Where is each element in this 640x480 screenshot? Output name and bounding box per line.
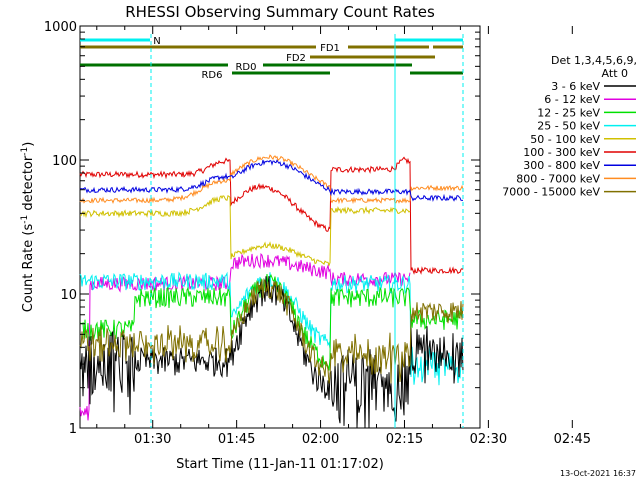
trace-100-300kev <box>79 156 464 275</box>
trace-12-25kev <box>79 274 464 371</box>
legend-label: 25 - 50 keV <box>537 120 600 133</box>
y-tick-label: 1 <box>69 422 77 437</box>
x-tick-label: 02:45 <box>554 432 591 447</box>
legend-label: 12 - 25 keV <box>537 106 600 119</box>
x-tick-label: 01:45 <box>218 432 255 447</box>
trace-7000-15000kev <box>79 277 464 384</box>
y-tick-label: 100 <box>52 154 77 169</box>
legend-label: 300 - 800 keV <box>523 159 600 172</box>
trace-300-800kev <box>79 159 463 203</box>
footer-date: 13-Oct-2021 16:37 <box>560 469 636 478</box>
x-tick-label: 01:30 <box>134 432 171 447</box>
x-tick-label: 02:15 <box>386 432 423 447</box>
legend-header-1: Det 1,3,4,5,6,9, <box>551 54 637 67</box>
trace-25-50kev <box>79 271 464 386</box>
flag-label: N <box>153 36 160 47</box>
legend-label: 800 - 7000 keV <box>516 172 600 185</box>
legend-label: 3 - 6 keV <box>551 80 600 93</box>
x-tick-label: 02:30 <box>470 432 507 447</box>
flag-bars: N FD1 FD2 RD0 RD6 <box>80 36 463 81</box>
plot-frame <box>79 25 481 429</box>
y-tick-label: 10 <box>60 288 77 303</box>
legend-header-2: Att 0 <box>602 67 628 80</box>
legend-label: 6 - 12 keV <box>544 93 600 106</box>
trace-50-100kev <box>79 195 411 267</box>
y-axis-label: Count Rate (s-1 detector-1) <box>20 142 36 313</box>
x-axis-label: Start Time (11-Jan-11 01:17:02) <box>176 457 384 472</box>
flag-label: RD0 <box>235 62 256 73</box>
flag-label: RD6 <box>201 70 222 81</box>
legend-label: 7000 - 15000 keV <box>502 186 600 199</box>
legend-label: 100 - 300 keV <box>523 146 600 159</box>
chart-title: RHESSI Observing Summary Count Rates <box>125 3 435 21</box>
legend-label: 50 - 100 keV <box>530 133 600 146</box>
flag-label: FD1 <box>320 43 340 54</box>
trace-800-7000kev <box>79 154 464 205</box>
vertical-markers <box>150 34 464 428</box>
y-tick-label: 1000 <box>44 20 77 35</box>
data-traces <box>79 154 464 429</box>
flag-label: FD2 <box>286 53 306 64</box>
x-tick-label: 02:00 <box>302 432 339 447</box>
axes: 01:30 01:45 02:00 02:15 02:30 02:45 1 10 100 1000 <box>44 20 591 447</box>
